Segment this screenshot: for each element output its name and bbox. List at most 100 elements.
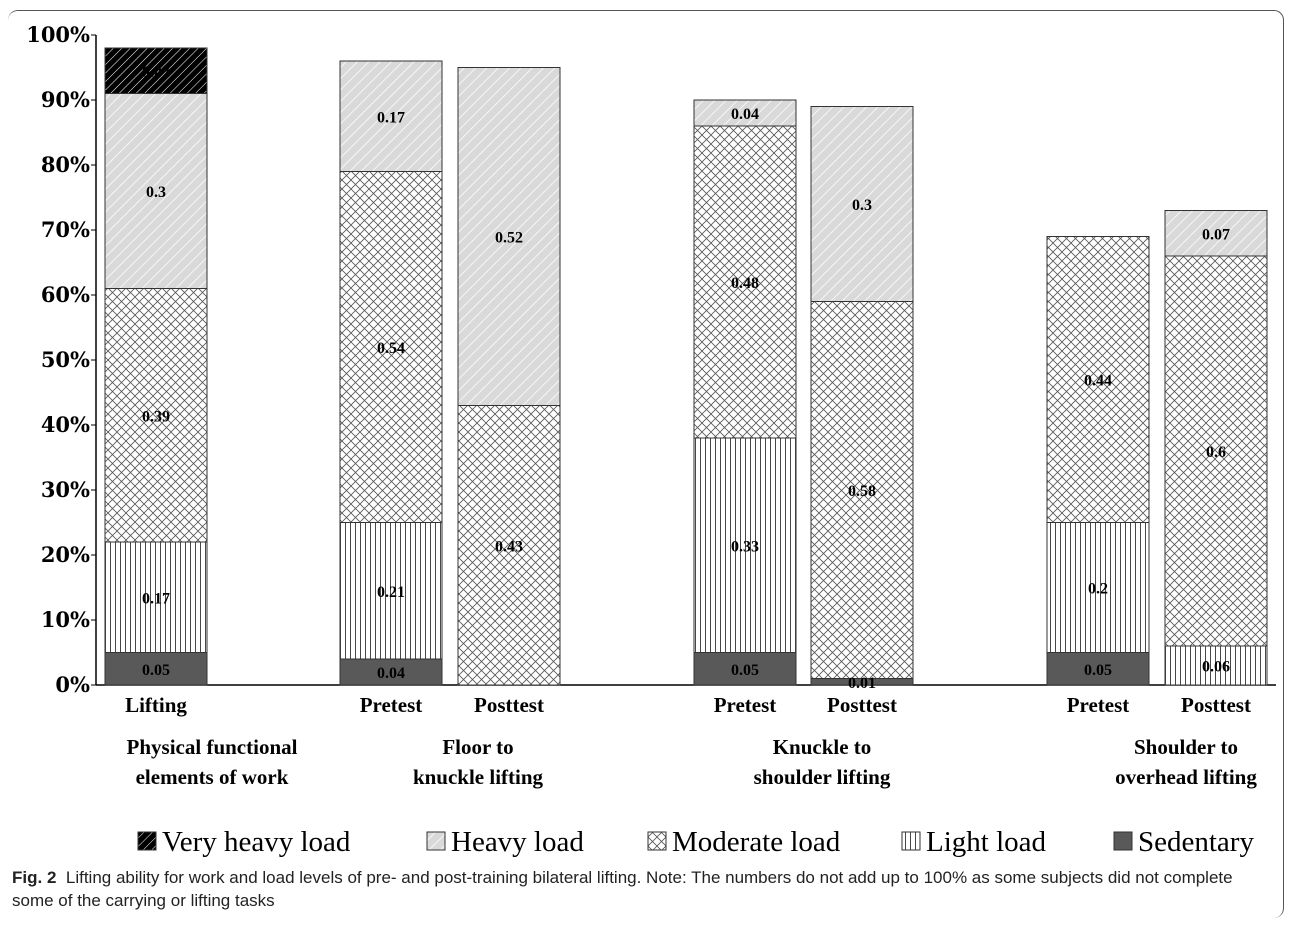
legend-label: Heavy load <box>451 826 584 858</box>
data-label: 0.3 <box>852 197 872 214</box>
caption-text: Lifting ability for work and load levels… <box>12 868 1233 910</box>
x-axis-labels: Lifting Pretest Posttest Pretest Posttest Pre… <box>125 693 1257 789</box>
legend-swatch <box>137 831 157 851</box>
bar-1: 0.05 0.17 0.39 0.3 0.07 <box>104 47 208 686</box>
bar-segment-light-load <box>693 437 797 653</box>
data-label: 0.17 <box>142 590 170 607</box>
group-label: knuckle lifting <box>413 765 544 789</box>
legend-item-light: Light load <box>901 826 1047 858</box>
bar-segment-moderate-load <box>339 171 443 523</box>
bar-category-label: Pretest <box>1067 693 1130 717</box>
data-label: 0.48 <box>731 275 759 292</box>
figure-frame <box>8 10 1284 918</box>
bars: 0.050.170.390.30.070.040.210.540.170.430… <box>104 47 1268 692</box>
bar-category-label: Lifting <box>125 693 187 717</box>
y-tick-label: 100% <box>26 22 90 47</box>
bar-segment-light-load <box>1164 645 1268 686</box>
bar-2: 0.04 0.21 0.54 0.17 <box>339 60 443 686</box>
legend-label: Moderate load <box>672 826 841 858</box>
bar-7: 0.06 0.6 0.07 <box>1164 210 1268 686</box>
group-label: Knuckle to <box>773 735 872 759</box>
data-label: 0.05 <box>142 662 170 679</box>
bar-segment-light-load <box>1046 522 1150 653</box>
y-tick-label: 80% <box>41 152 90 177</box>
legend-item-sedentary: Sedentary <box>1113 826 1254 858</box>
bar-category-label: Posttest <box>827 693 897 717</box>
group-label: shoulder lifting <box>754 765 891 789</box>
bar-category-label: Posttest <box>474 693 544 717</box>
group-label: Floor to <box>442 735 513 759</box>
bar-6: 0.05 0.2 0.44 <box>1046 236 1150 686</box>
legend-swatch <box>1113 831 1133 851</box>
y-tick-label: 30% <box>41 477 90 502</box>
bar-segment-moderate-load <box>1164 255 1268 647</box>
data-label: 0.44 <box>1084 373 1112 390</box>
y-tick-label: 60% <box>41 282 90 307</box>
data-label: 0.43 <box>495 538 523 555</box>
bar-segment-light-load <box>104 541 208 653</box>
bar-segment-light-load <box>339 522 443 660</box>
group-label: elements of work <box>136 765 289 789</box>
data-label: 0.04 <box>377 665 405 682</box>
data-label: 0.01 <box>848 675 876 692</box>
y-tick-label: 20% <box>41 542 90 567</box>
legend-item-very-heavy: Very heavy load <box>137 826 351 858</box>
legend-label: Light load <box>926 826 1047 858</box>
y-tick-label: 50% <box>41 347 90 372</box>
data-label: 0.05 <box>1084 662 1112 679</box>
data-label: 0.58 <box>848 483 876 500</box>
bar-3: 0.43 0.52 <box>457 67 561 686</box>
y-tick-label: 0% <box>55 672 90 697</box>
bar-4: 0.05 0.33 0.48 0.04 <box>693 99 797 686</box>
group-label: Physical functional <box>127 735 298 759</box>
data-label: 0.21 <box>377 584 405 601</box>
bar-segment-heavy-load <box>339 60 443 172</box>
bar-5: 0.01 0.58 0.3 <box>810 106 914 692</box>
data-label: 0.39 <box>142 408 170 425</box>
data-label: 0.54 <box>377 340 405 357</box>
data-label: 0.07 <box>142 64 170 81</box>
bar-segment-moderate-load <box>1046 236 1150 523</box>
bar-segment-heavy-load <box>693 99 797 127</box>
bar-category-label: Posttest <box>1181 693 1251 717</box>
bar-segment-moderate-load <box>810 301 914 679</box>
bar-segment-heavy-load <box>1164 210 1268 257</box>
y-tick-label: 70% <box>41 217 90 242</box>
y-tick-label: 90% <box>41 87 90 112</box>
bar-segment-moderate-load <box>104 288 208 543</box>
data-label: 0.17 <box>377 109 405 126</box>
data-label: 0.05 <box>731 662 759 679</box>
legend-swatch <box>647 831 667 851</box>
data-label: 0.07 <box>1202 226 1230 243</box>
bar-segment-sedentary <box>1046 652 1150 686</box>
legend-item-heavy: Heavy load <box>426 826 584 858</box>
bar-segment-heavy-load <box>457 67 561 406</box>
bar-segment-moderate-load <box>457 405 561 686</box>
bar-category-label: Pretest <box>360 693 423 717</box>
stacked-bar-chart: 0%10%20%30%40%50%60%70%80%90%100% 0.050.… <box>26 22 1276 858</box>
data-label: 0.3 <box>146 184 166 201</box>
figure-caption: Fig. 2 Lifting ability for work and load… <box>12 866 1274 912</box>
legend: Very heavy load Heavy load Moderate load Li… <box>137 826 1254 858</box>
data-label: 0.6 <box>1206 444 1226 461</box>
bar-segment-moderate-load <box>693 125 797 439</box>
data-label: 0.04 <box>731 106 759 123</box>
bar-segment-sedentary <box>339 658 443 686</box>
caption-label: Fig. 2 <box>12 868 57 887</box>
legend-swatch <box>901 831 921 851</box>
bar-segment-very-heavy-load <box>104 47 208 94</box>
legend-item-moderate: Moderate load <box>647 826 841 858</box>
bar-category-label: Pretest <box>714 693 777 717</box>
data-label: 0.2 <box>1088 581 1108 598</box>
legend-swatch <box>426 831 446 851</box>
bar-segment-heavy-load <box>104 93 208 289</box>
bar-segment-heavy-load <box>810 106 914 302</box>
group-label: Shoulder to <box>1134 735 1238 759</box>
legend-label: Very heavy load <box>162 826 351 858</box>
group-label: overhead lifting <box>1115 765 1257 789</box>
y-tick-label: 40% <box>41 412 90 437</box>
data-label: 0.06 <box>1202 659 1230 676</box>
data-label: 0.52 <box>495 230 523 247</box>
y-axis: 0% 10% 20% 30% 40% 50% 60% 70% 80% 90% 100% <box>26 22 1276 697</box>
y-tick-label: 10% <box>41 607 90 632</box>
